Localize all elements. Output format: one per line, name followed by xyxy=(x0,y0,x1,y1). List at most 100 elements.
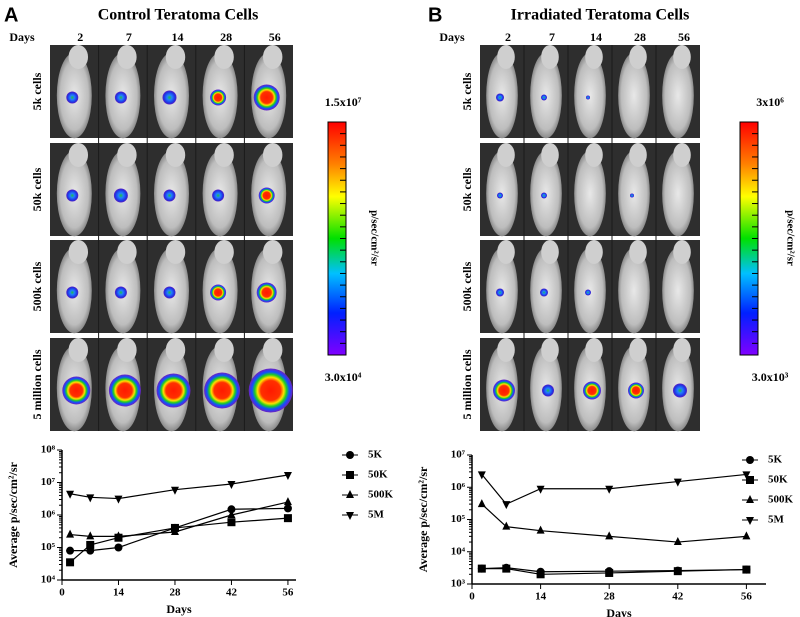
signal xyxy=(628,382,644,399)
x-tick-label: 42 xyxy=(226,587,238,599)
panel-title: Irradiated Teratoma Cells xyxy=(511,7,690,24)
days-label: Days xyxy=(9,30,35,44)
data-point xyxy=(227,518,236,527)
signal xyxy=(163,286,176,299)
mouse-head xyxy=(497,240,515,264)
series-line xyxy=(481,473,747,505)
signal xyxy=(496,288,504,297)
mouse-head xyxy=(497,143,515,167)
signal xyxy=(163,189,176,202)
y-tick-label: 10⁵ xyxy=(451,513,466,525)
mouse-head xyxy=(165,143,186,167)
x-axis-label: Days xyxy=(606,606,632,617)
legend-marker xyxy=(346,490,354,498)
series-line xyxy=(69,517,288,563)
signal xyxy=(66,286,79,299)
legend-label: 5K xyxy=(768,454,783,466)
signal xyxy=(66,91,79,104)
y-tick-label: 10⁶ xyxy=(451,481,466,493)
day-label: 2 xyxy=(505,30,511,44)
mouse-head xyxy=(585,240,603,264)
data-point xyxy=(502,521,511,530)
data-point xyxy=(536,525,545,534)
row-label: 5k cells xyxy=(30,72,44,110)
series-line xyxy=(481,568,747,575)
panel-letter: B xyxy=(428,4,442,26)
data-point xyxy=(477,471,486,480)
signal xyxy=(204,372,241,409)
data-point xyxy=(227,510,236,518)
mouse xyxy=(662,52,694,139)
y-tick-label: 10⁵ xyxy=(41,541,56,553)
data-point xyxy=(605,531,614,540)
x-tick-label: 28 xyxy=(604,591,616,603)
legend-marker xyxy=(746,517,754,525)
data-point xyxy=(114,495,123,504)
data-point xyxy=(536,570,545,579)
signal xyxy=(586,95,590,100)
legend-label: 500K xyxy=(368,489,394,501)
mouse-head xyxy=(68,338,89,362)
signal xyxy=(256,282,277,303)
mouse-head xyxy=(117,45,137,69)
signal xyxy=(248,368,293,413)
signal xyxy=(541,192,547,199)
mouse-head xyxy=(214,45,234,69)
row-label: 500k cells xyxy=(460,261,474,311)
mouse-head xyxy=(68,45,89,69)
signal xyxy=(497,192,503,199)
series-line xyxy=(70,501,289,537)
y-tick-label: 10⁶ xyxy=(41,509,56,521)
signal xyxy=(66,189,79,202)
mouse-head xyxy=(214,143,234,167)
signal xyxy=(542,384,554,397)
y-axis-label: Average p/sec/cm²/sr xyxy=(416,466,430,572)
data-point xyxy=(86,494,95,503)
y-tick-label: 10⁴ xyxy=(451,545,466,557)
data-point xyxy=(66,490,75,499)
legend-label: 5K xyxy=(368,449,383,461)
signal xyxy=(253,84,280,111)
mouse-head xyxy=(117,338,137,362)
data-point xyxy=(283,497,292,506)
row-label: 500k cells xyxy=(30,261,44,311)
scale-max: 3x10⁶ xyxy=(756,95,784,109)
day-label: 7 xyxy=(126,30,132,44)
row-label: 5 million cells xyxy=(460,349,474,419)
legend-label: 50K xyxy=(768,474,788,486)
mouse-head xyxy=(497,45,515,69)
data-point xyxy=(170,526,179,535)
x-axis-label: Days xyxy=(166,602,192,616)
day-label: 7 xyxy=(549,30,555,44)
signal xyxy=(210,284,227,301)
mouse-head xyxy=(68,240,89,264)
mouse-head xyxy=(673,240,691,264)
data-point xyxy=(86,540,95,549)
x-tick-label: 42 xyxy=(672,591,684,603)
data-point xyxy=(673,567,682,576)
signal xyxy=(540,288,548,297)
signal xyxy=(583,381,601,400)
mouse xyxy=(662,150,694,237)
mouse-head xyxy=(262,45,283,69)
mouse xyxy=(618,52,650,139)
signal xyxy=(212,189,225,202)
scale-max: 1.5x10⁷ xyxy=(325,95,362,109)
series-line xyxy=(70,507,288,552)
day-label: 28 xyxy=(634,30,646,44)
signal xyxy=(114,286,127,299)
legend-marker xyxy=(746,456,754,464)
legend-label: 5M xyxy=(368,509,385,521)
mouse-head xyxy=(673,338,691,362)
data-point xyxy=(477,564,486,573)
mouse-head xyxy=(673,45,691,69)
data-point xyxy=(227,480,236,489)
day-label: 56 xyxy=(678,30,690,44)
mouse-head xyxy=(585,338,603,362)
mouse-head xyxy=(165,45,186,69)
data-point xyxy=(114,531,123,540)
legend-label: 5M xyxy=(768,514,785,526)
day-label: 14 xyxy=(172,30,184,44)
mouse-head xyxy=(214,338,234,362)
